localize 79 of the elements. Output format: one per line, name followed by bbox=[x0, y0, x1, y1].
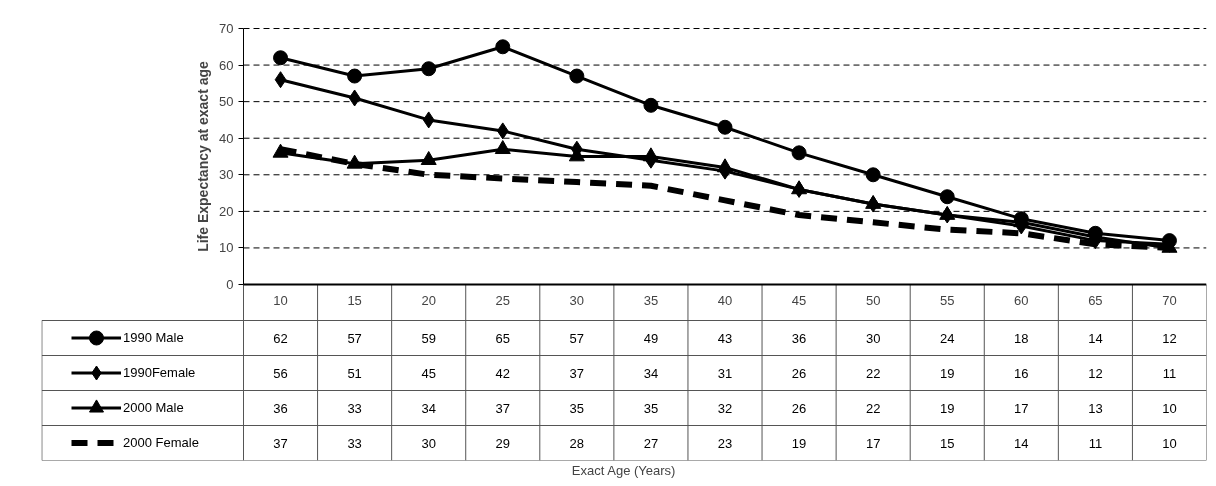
data-label: 16 bbox=[1014, 365, 1029, 381]
legend-label: 2000 Male bbox=[123, 399, 184, 417]
data-label: 17 bbox=[1014, 400, 1029, 416]
data-label: 22 bbox=[865, 365, 881, 381]
data-label: 51 bbox=[347, 365, 362, 381]
data-label: 26 bbox=[791, 400, 807, 416]
y-tick-label: 60 bbox=[219, 57, 234, 73]
data-label: 12 bbox=[1162, 330, 1177, 346]
data-label: 30 bbox=[421, 435, 436, 451]
data-label: 34 bbox=[643, 365, 659, 381]
data-label: 37 bbox=[569, 365, 585, 381]
y-tick-label: 40 bbox=[219, 130, 234, 146]
y-tick-label: 10 bbox=[219, 240, 234, 256]
data-label: 19 bbox=[940, 365, 955, 381]
data-label: 33 bbox=[347, 400, 362, 416]
data-label: 17 bbox=[865, 435, 881, 451]
data-label: 14 bbox=[1088, 330, 1103, 346]
x-tick-label: 10 bbox=[273, 292, 288, 308]
data-label: 24 bbox=[940, 330, 955, 346]
data-label: 31 bbox=[717, 365, 733, 381]
y-tick-label: 70 bbox=[219, 21, 234, 36]
data-label: 62 bbox=[273, 330, 288, 346]
legend-label: 2000 Female bbox=[123, 434, 199, 452]
data-label: 29 bbox=[495, 435, 511, 451]
x-tick-label: 50 bbox=[865, 292, 881, 308]
data-label: 36 bbox=[273, 400, 288, 416]
data-label: 45 bbox=[421, 365, 436, 381]
data-label: 14 bbox=[1014, 435, 1029, 451]
data-label: 10 bbox=[1162, 435, 1177, 451]
y-tick-label: 0 bbox=[226, 277, 234, 292]
legend-label: 1990 Male bbox=[123, 329, 184, 347]
x-tick-label: 35 bbox=[643, 292, 659, 308]
data-label: 19 bbox=[940, 400, 955, 416]
data-label: 56 bbox=[273, 365, 288, 381]
data-label: 22 bbox=[865, 400, 881, 416]
x-tick-label: 40 bbox=[717, 292, 733, 308]
data-label: 27 bbox=[643, 435, 659, 451]
y-tick-label: 50 bbox=[219, 94, 234, 110]
data-label: 30 bbox=[865, 330, 881, 346]
x-tick-label: 45 bbox=[791, 292, 807, 308]
data-label: 42 bbox=[495, 365, 511, 381]
data-label: 36 bbox=[791, 330, 807, 346]
data-label: 19 bbox=[791, 435, 807, 451]
data-label: 57 bbox=[347, 330, 362, 346]
data-label: 35 bbox=[569, 400, 585, 416]
data-label: 65 bbox=[495, 330, 511, 346]
data-label: 32 bbox=[717, 400, 733, 416]
data-label: 26 bbox=[791, 365, 807, 381]
data-label: 11 bbox=[1088, 435, 1103, 451]
data-label: 34 bbox=[421, 400, 436, 416]
x-tick-label: 60 bbox=[1014, 292, 1029, 308]
x-tick-label: 55 bbox=[940, 292, 955, 308]
data-label: 12 bbox=[1088, 365, 1103, 381]
data-label: 28 bbox=[569, 435, 585, 451]
data-label: 37 bbox=[273, 435, 288, 451]
x-tick-label: 15 bbox=[347, 292, 362, 308]
data-label: 18 bbox=[1014, 330, 1029, 346]
x-tick-label: 20 bbox=[421, 292, 436, 308]
x-tick-label: 25 bbox=[495, 292, 511, 308]
data-label: 23 bbox=[717, 435, 733, 451]
data-label: 10 bbox=[1162, 400, 1177, 416]
data-label: 13 bbox=[1088, 400, 1103, 416]
data-label: 59 bbox=[421, 330, 436, 346]
y-tick-label: 20 bbox=[219, 203, 234, 219]
y-axis-title: Life Expectancy at exact age bbox=[195, 60, 212, 252]
data-label: 11 bbox=[1162, 365, 1177, 381]
data-label: 57 bbox=[569, 330, 585, 346]
data-label: 15 bbox=[940, 435, 955, 451]
data-label: 43 bbox=[717, 330, 733, 346]
x-tick-label: 30 bbox=[569, 292, 585, 308]
data-label: 37 bbox=[495, 400, 511, 416]
y-tick-label: 30 bbox=[219, 167, 234, 183]
data-label: 49 bbox=[643, 330, 659, 346]
x-tick-label: 70 bbox=[1162, 292, 1177, 308]
legend-label: 1990Female bbox=[123, 364, 196, 382]
x-tick-label: 65 bbox=[1088, 292, 1103, 308]
text: Exact Age (Years) bbox=[571, 462, 676, 478]
data-label: 33 bbox=[347, 435, 362, 451]
data-label: 35 bbox=[643, 400, 659, 416]
